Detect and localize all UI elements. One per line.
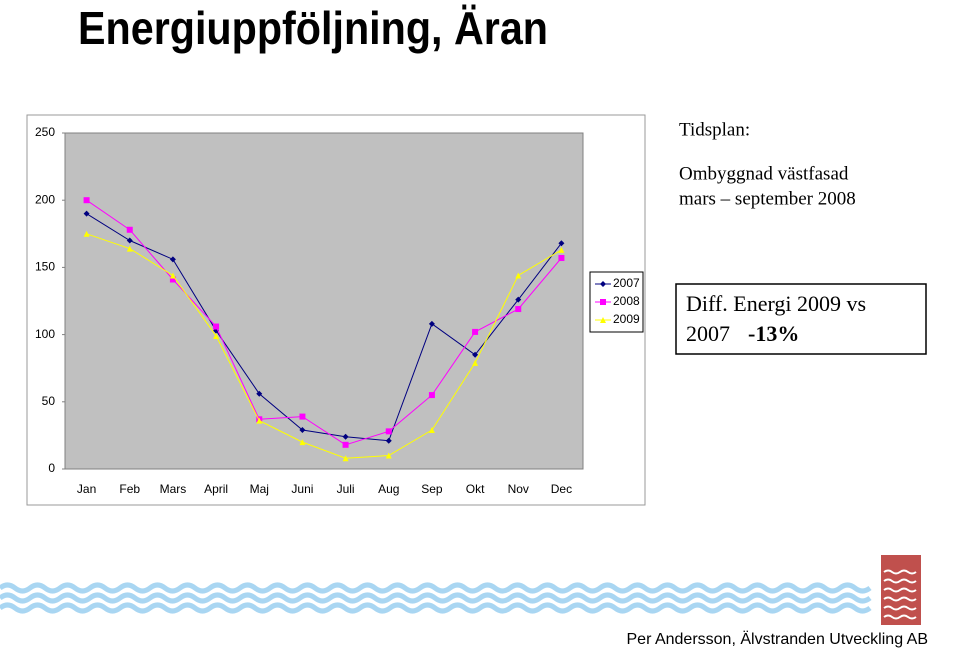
diff-box — [675, 283, 927, 355]
marker — [385, 428, 392, 435]
logo-wave — [883, 569, 917, 575]
marker — [342, 441, 349, 448]
y-tick-label: 50 — [42, 394, 56, 408]
x-tick-label: Jan — [77, 482, 96, 496]
footer: Per Andersson, Älvstranden Utveckling AB — [627, 630, 929, 648]
wave — [0, 582, 872, 594]
marker — [342, 433, 349, 440]
logo-wave — [883, 596, 917, 602]
series-line — [86, 233, 562, 459]
x-tick-label: Maj — [250, 482, 269, 496]
x-tick-label: Aug — [378, 482, 399, 496]
plot-area — [64, 132, 584, 470]
marker — [515, 272, 522, 279]
legend-label: 2007 — [613, 276, 640, 290]
marker — [126, 245, 133, 252]
diff-highlight: -13% — [748, 321, 799, 346]
marker — [299, 439, 306, 446]
marker — [342, 455, 349, 462]
note: mars – september 2008 — [679, 188, 856, 209]
wave-decoration — [0, 582, 872, 614]
marker — [385, 437, 392, 444]
wave — [0, 602, 872, 614]
y-tick-label: 250 — [35, 125, 55, 139]
diff-text: 2007 — [686, 321, 730, 346]
logo — [881, 555, 921, 625]
marker — [169, 272, 176, 279]
marker — [169, 256, 176, 263]
y-tick-label: 200 — [35, 192, 55, 206]
marker — [213, 323, 220, 330]
note: Tidsplan: — [679, 119, 750, 140]
marker — [558, 240, 565, 247]
series-line — [86, 213, 562, 442]
marker — [299, 413, 306, 420]
marker — [126, 237, 133, 244]
marker — [126, 226, 133, 233]
logo-wave — [883, 578, 917, 584]
x-tick-label: April — [204, 482, 228, 496]
marker — [83, 197, 90, 204]
marker — [515, 306, 522, 313]
legend-marker — [600, 299, 606, 305]
legend-marker — [600, 317, 606, 323]
marker — [83, 230, 90, 237]
x-tick-label: Okt — [466, 482, 485, 496]
diff-text: Diff. Energi 2009 vs — [686, 291, 866, 316]
logo-wave — [883, 587, 917, 593]
marker — [385, 452, 392, 459]
x-tick-label: Mars — [160, 482, 187, 496]
marker — [256, 417, 263, 424]
marker — [558, 246, 565, 253]
legend-label: 2009 — [613, 312, 640, 326]
logo-wave — [883, 614, 917, 620]
marker — [169, 276, 176, 283]
marker — [472, 351, 479, 358]
x-tick-label: Juni — [291, 482, 313, 496]
y-tick-label: 100 — [35, 327, 55, 341]
marker — [472, 328, 479, 335]
marker — [558, 254, 565, 261]
marker — [299, 427, 306, 434]
slide-title: Energiuppföljning, Äran — [78, 2, 548, 54]
marker — [428, 392, 435, 399]
logo-wave — [883, 605, 917, 611]
x-tick-label: Sep — [421, 482, 443, 496]
x-tick-label: Dec — [551, 482, 572, 496]
x-tick-label: Nov — [508, 482, 529, 496]
x-tick-label: Feb — [119, 482, 140, 496]
marker — [472, 359, 479, 366]
marker — [83, 210, 90, 217]
marker — [515, 296, 522, 303]
y-tick-label: 150 — [35, 260, 55, 274]
legend-marker — [600, 281, 606, 287]
marker — [213, 332, 220, 339]
legend-label: 2008 — [613, 294, 640, 308]
note: Ombyggnad västfasad — [679, 163, 849, 184]
x-tick-label: Juli — [337, 482, 355, 496]
y-tick-label: 0 — [48, 461, 55, 475]
marker — [428, 320, 435, 327]
wave — [0, 592, 872, 604]
marker — [256, 390, 263, 397]
marker — [428, 427, 435, 434]
